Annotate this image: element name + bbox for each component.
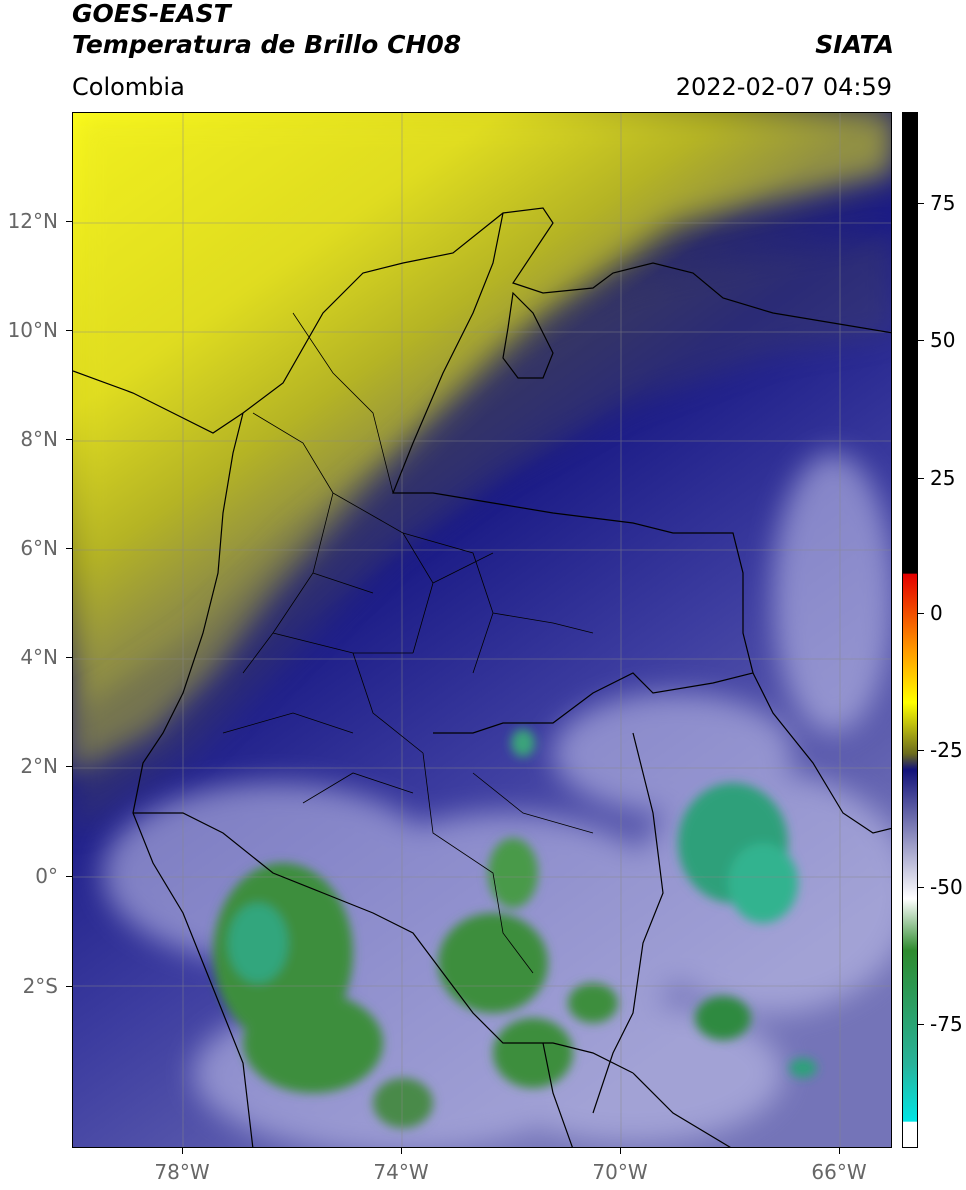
lat-label: 2°S — [22, 974, 58, 998]
lon-label: 70°W — [592, 1160, 648, 1184]
lat-label: 6°N — [20, 536, 58, 560]
colorbar-label: 75 — [930, 191, 956, 215]
warm-dry-region — [73, 113, 891, 773]
lat-tick — [66, 439, 72, 440]
lat-label: 2°N — [20, 754, 58, 778]
satellite-map[interactable] — [72, 112, 892, 1148]
lat-label: 10°N — [7, 318, 58, 342]
lat-label: 12°N — [7, 209, 58, 233]
colorbar-label: 0 — [930, 601, 943, 625]
pacific-coast — [132, 412, 254, 1147]
region-subtitle: Colombia — [72, 73, 185, 101]
agency-title: SIATA — [815, 30, 894, 59]
lat-tick — [66, 548, 72, 549]
lat-tick — [66, 221, 72, 222]
lon-label: 74°W — [373, 1160, 429, 1184]
lat-tick — [66, 657, 72, 658]
departments — [222, 312, 594, 974]
satellite-title: GOES-EAST — [72, 0, 231, 28]
colorbar-label: -50 — [930, 875, 963, 899]
lat-tick — [66, 330, 72, 331]
coastlines-borders — [73, 207, 891, 1147]
lat-tick — [66, 986, 72, 987]
venezuela-brazil-border — [752, 672, 891, 834]
lon-tick — [839, 1148, 840, 1154]
maracaibo-lake — [502, 291, 554, 379]
lon-label: 78°W — [154, 1160, 210, 1184]
colombia-venezuela-border — [392, 212, 754, 734]
colorbar-label: -75 — [930, 1012, 963, 1036]
lat-label: 0° — [35, 864, 58, 888]
lon-tick — [620, 1148, 621, 1154]
lon-label: 66°W — [811, 1160, 867, 1184]
caribbean-coast — [73, 207, 891, 434]
colorbar-tick — [918, 340, 924, 341]
colorbar-label: 25 — [930, 466, 956, 490]
colorbar-tick — [918, 1024, 924, 1025]
lat-label: 4°N — [20, 645, 58, 669]
peru-brazil-border — [542, 1042, 731, 1147]
product-title: Temperatura de Brillo CH08 — [72, 30, 462, 59]
olive-band — [73, 233, 891, 833]
map-canvas — [73, 113, 891, 1147]
lat-label: 8°N — [20, 427, 58, 451]
colorbar-label: 50 — [930, 328, 956, 352]
colorbar-tick — [918, 478, 924, 479]
colombia-ecuador-peru-border — [133, 812, 634, 1074]
graticule — [73, 113, 891, 1147]
convective-cores — [213, 729, 817, 1128]
colorbar-tick — [918, 203, 924, 204]
datetime-subtitle: 2022-02-07 04:59 — [675, 73, 892, 101]
colorbar-tick — [918, 613, 924, 614]
colombia-brazil-border — [592, 732, 664, 1114]
colorbar-tick — [918, 887, 924, 888]
lon-tick — [401, 1148, 402, 1154]
lon-tick — [182, 1148, 183, 1154]
lat-tick — [66, 876, 72, 877]
colorbar-label: -25 — [930, 738, 963, 762]
colorbar — [902, 112, 918, 1148]
lat-tick — [66, 766, 72, 767]
colorbar-tick — [918, 750, 924, 751]
